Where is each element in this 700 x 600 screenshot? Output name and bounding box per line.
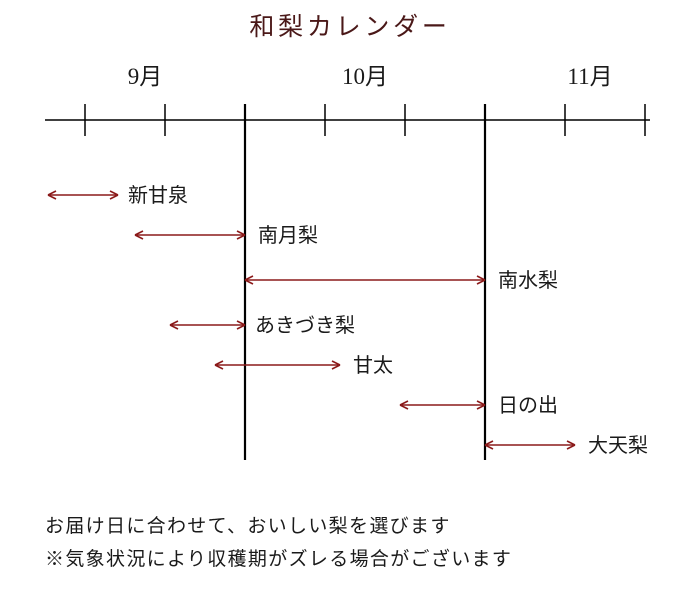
harvest-range xyxy=(48,191,118,199)
variety-label: あきづき梨 xyxy=(255,314,355,337)
harvest-range xyxy=(135,231,245,239)
calendar-chart: 和梨カレンダー 9月10月11月 新甘泉南月梨南水梨あきづき梨甘太日の出大天梨 … xyxy=(0,0,700,600)
variety-row: 南水梨 xyxy=(245,269,558,292)
harvest-range xyxy=(170,321,245,329)
variety-row: 日の出 xyxy=(400,394,558,417)
footer-line: ※気象状況により収穫期がズレる場合がございます xyxy=(45,547,512,570)
variety-label: 甘太 xyxy=(353,354,393,377)
variety-row: 甘太 xyxy=(215,354,393,377)
footer-notes: お届け日に合わせて、おいしい梨を選びます ※気象状況により収穫期がズレる場合がござ… xyxy=(45,515,512,570)
variety-row: あきづき梨 xyxy=(170,314,355,337)
variety-row: 南月梨 xyxy=(135,224,318,247)
variety-label: 南月梨 xyxy=(258,224,318,247)
variety-row: 大天梨 xyxy=(485,434,648,457)
harvest-range xyxy=(400,401,485,409)
month-dividers xyxy=(245,104,485,460)
variety-label: 新甘泉 xyxy=(128,184,188,207)
month-labels: 9月 10月 11月 xyxy=(128,64,613,89)
month-label: 11月 xyxy=(567,64,612,89)
variety-label: 大天梨 xyxy=(588,434,648,457)
variety-label: 南水梨 xyxy=(498,269,558,292)
harvest-range xyxy=(215,361,340,369)
variety-row: 新甘泉 xyxy=(48,184,188,207)
chart-svg: 和梨カレンダー 9月10月11月 新甘泉南月梨南水梨あきづき梨甘太日の出大天梨 … xyxy=(0,0,700,600)
chart-title: 和梨カレンダー xyxy=(249,13,450,41)
harvest-range xyxy=(245,276,485,284)
month-label: 9月 xyxy=(128,64,163,89)
timeline-axis xyxy=(45,104,650,136)
variety-arrows: 新甘泉南月梨南水梨あきづき梨甘太日の出大天梨 xyxy=(48,184,648,457)
variety-label: 日の出 xyxy=(498,394,558,417)
month-label: 10月 xyxy=(342,64,388,89)
harvest-range xyxy=(485,441,575,449)
footer-line: お届け日に合わせて、おいしい梨を選びます xyxy=(45,515,451,537)
